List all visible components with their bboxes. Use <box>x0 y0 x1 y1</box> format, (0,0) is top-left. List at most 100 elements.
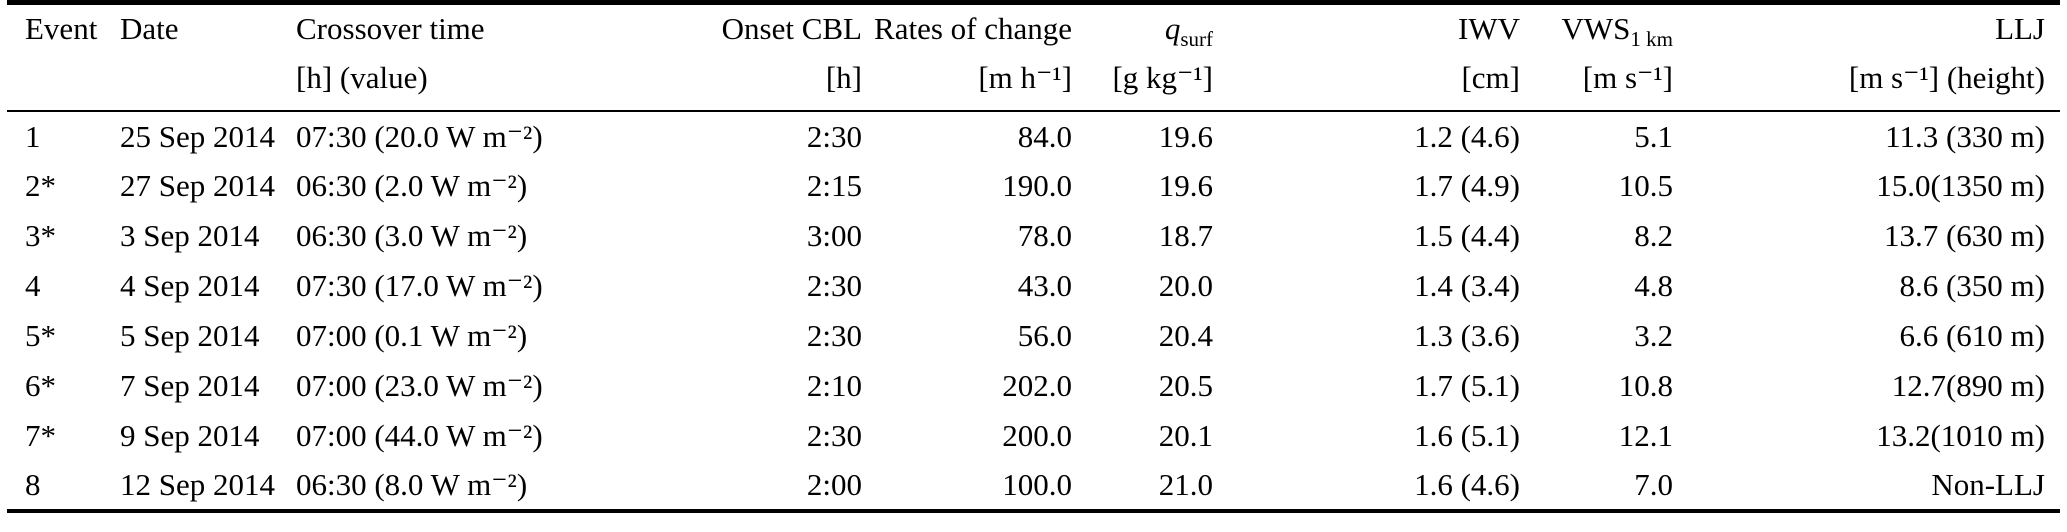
column-header-date: Date <box>120 11 179 47</box>
cell-q-surf: 20.0 <box>1158 268 1213 303</box>
cell-date: 9 Sep 2014 <box>120 418 260 453</box>
cell-crossover-time: 06:30 (3.0 W m⁻²) <box>296 218 528 253</box>
cell-iwv: 1.5 (4.4) <box>1414 218 1520 253</box>
cell-onset-cbl: 2:15 <box>806 168 862 203</box>
column-header-iwv: IWV <box>1458 11 1520 47</box>
cell-date: 7 Sep 2014 <box>120 368 260 403</box>
cell-q-surf: 20.5 <box>1158 368 1213 403</box>
column-unit-iwv: [cm] <box>1221 52 1528 112</box>
cell-rates-of-change: 43.0 <box>1017 268 1072 303</box>
table-row: 1 25 Sep 2014 07:30 (20.0 W m⁻²) 2:30 84.0 19… <box>7 111 2060 161</box>
cell-event: 3* <box>25 218 56 253</box>
cell-llj: 8.6 (350 m) <box>1899 268 2045 303</box>
cell-rates-of-change: 190.0 <box>1002 168 1072 203</box>
cell-date: 3 Sep 2014 <box>120 218 260 253</box>
cell-q-surf: 19.6 <box>1158 118 1213 154</box>
cell-event: 5* <box>25 318 56 353</box>
column-unit-crossover-time: [h] (value) <box>283 52 630 112</box>
column-unit-event <box>7 52 107 112</box>
vws-subscript: 1 km <box>1630 27 1673 52</box>
table-row: 5* 5 Sep 2014 07:00 (0.1 W m⁻²) 2:30 56.0 20.… <box>7 311 2060 361</box>
column-unit-rates-of-change: [m h⁻¹] <box>870 52 1080 112</box>
cell-iwv: 1.3 (3.6) <box>1414 318 1520 353</box>
cell-rates-of-change: 84.0 <box>1017 118 1072 154</box>
cell-iwv: 1.7 (4.9) <box>1414 168 1520 203</box>
column-header-vws-1km: VWS1 km <box>1528 3 1681 53</box>
cell-onset-cbl: 2:30 <box>806 318 862 353</box>
cell-q-surf: 18.7 <box>1158 218 1213 253</box>
cell-date: 5 Sep 2014 <box>120 318 260 353</box>
table-header: Event Date Crossover time Onset CBL Rate… <box>7 3 2060 112</box>
column-header-event: Event <box>25 11 98 47</box>
cell-iwv: 1.6 (5.1) <box>1414 418 1520 453</box>
table-row: 7* 9 Sep 2014 07:00 (44.0 W m⁻²) 2:30 200.0 2… <box>7 411 2060 461</box>
cell-crossover-time: 07:00 (0.1 W m⁻²) <box>296 318 528 353</box>
cell-vws-1km: 10.5 <box>1618 168 1673 203</box>
cell-onset-cbl: 2:30 <box>806 418 862 453</box>
cell-crossover-time: 07:00 (44.0 W m⁻²) <box>296 418 543 453</box>
cell-onset-cbl: 2:30 <box>806 118 862 154</box>
q-surf-symbol: q <box>1164 11 1181 47</box>
cell-date: 12 Sep 2014 <box>120 467 275 502</box>
cell-event: 7* <box>25 418 56 453</box>
cell-llj: 13.2(1010 m) <box>1876 418 2045 453</box>
table-row: 8 12 Sep 2014 06:30 (8.0 W m⁻²) 2:00 100.0 21… <box>7 461 2060 511</box>
column-unit-vws-1km: [m s⁻¹] <box>1528 52 1681 112</box>
cell-q-surf: 20.4 <box>1158 318 1213 353</box>
cell-iwv: 1.4 (3.4) <box>1414 268 1520 303</box>
table-row: 4 4 Sep 2014 07:30 (17.0 W m⁻²) 2:30 43.0 20.… <box>7 261 2060 311</box>
header-unit-row: [h] (value) [h] [m h⁻¹] [g kg⁻¹] [cm] [m… <box>7 52 2060 112</box>
column-unit-q-surf: [g kg⁻¹] <box>1080 52 1221 112</box>
cell-onset-cbl: 2:00 <box>806 467 862 502</box>
cell-q-surf: 21.0 <box>1158 467 1213 502</box>
column-header-rates-of-change: Rates of change <box>874 11 1072 47</box>
cell-crossover-time: 06:30 (8.0 W m⁻²) <box>296 467 528 502</box>
cell-vws-1km: 5.1 <box>1634 118 1673 154</box>
cell-vws-1km: 7.0 <box>1634 467 1673 502</box>
cell-event: 8 <box>25 467 41 502</box>
cell-llj: 15.0(1350 m) <box>1876 168 2045 203</box>
events-table: Event Date Crossover time Onset CBL Rate… <box>7 0 2060 513</box>
cell-onset-cbl: 2:30 <box>806 268 862 303</box>
cell-vws-1km: 10.8 <box>1618 368 1673 403</box>
table-row: 6* 7 Sep 2014 07:00 (23.0 W m⁻²) 2:10 202.0 2… <box>7 361 2060 411</box>
cell-q-surf: 19.6 <box>1158 168 1213 203</box>
cell-event: 4 <box>25 268 41 303</box>
column-header-llj: LLJ <box>1995 11 2045 47</box>
cell-rates-of-change: 202.0 <box>1002 368 1072 403</box>
vws-symbol: VWS <box>1561 11 1631 47</box>
column-unit-onset-cbl: [h] <box>630 52 870 112</box>
cell-onset-cbl: 2:10 <box>806 368 862 403</box>
cell-event: 1 <box>25 118 41 154</box>
cell-iwv: 1.6 (4.6) <box>1414 467 1520 502</box>
cell-date: 25 Sep 2014 <box>120 118 275 154</box>
column-unit-llj: [m s⁻¹] (height) <box>1681 52 2060 112</box>
cell-event: 6* <box>25 368 56 403</box>
q-surf-subscript: surf <box>1180 27 1213 52</box>
cell-vws-1km: 4.8 <box>1634 268 1673 303</box>
column-header-crossover-time: Crossover time <box>296 11 485 47</box>
cell-llj: Non-LLJ <box>1931 467 2045 502</box>
cell-crossover-time: 07:00 (23.0 W m⁻²) <box>296 368 543 403</box>
cell-iwv: 1.2 (4.6) <box>1414 118 1520 154</box>
cell-crossover-time: 07:30 (17.0 W m⁻²) <box>296 268 543 303</box>
column-unit-date <box>107 52 283 112</box>
cell-llj: 13.7 (630 m) <box>1883 218 2045 253</box>
cell-date: 27 Sep 2014 <box>120 168 275 203</box>
cell-crossover-time: 06:30 (2.0 W m⁻²) <box>296 168 528 203</box>
cell-onset-cbl: 3:00 <box>806 218 862 253</box>
header-label-row: Event Date Crossover time Onset CBL Rate… <box>7 3 2060 53</box>
paper-table-figure: Event Date Crossover time Onset CBL Rate… <box>7 0 2060 513</box>
cell-iwv: 1.7 (5.1) <box>1414 368 1520 403</box>
cell-crossover-time: 07:30 (20.0 W m⁻²) <box>296 118 543 154</box>
table-body: 1 25 Sep 2014 07:30 (20.0 W m⁻²) 2:30 84.0 19… <box>7 111 2060 511</box>
cell-llj: 11.3 (330 m) <box>1885 118 2045 154</box>
cell-rates-of-change: 56.0 <box>1017 318 1072 353</box>
cell-vws-1km: 3.2 <box>1634 318 1673 353</box>
cell-rates-of-change: 100.0 <box>1002 467 1072 502</box>
table-row: 2* 27 Sep 2014 06:30 (2.0 W m⁻²) 2:15 190.0 1… <box>7 161 2060 211</box>
table-row: 3* 3 Sep 2014 06:30 (3.0 W m⁻²) 3:00 78.0 18.… <box>7 211 2060 261</box>
cell-llj: 6.6 (610 m) <box>1899 318 2045 353</box>
cell-date: 4 Sep 2014 <box>120 268 260 303</box>
cell-vws-1km: 12.1 <box>1618 418 1673 453</box>
